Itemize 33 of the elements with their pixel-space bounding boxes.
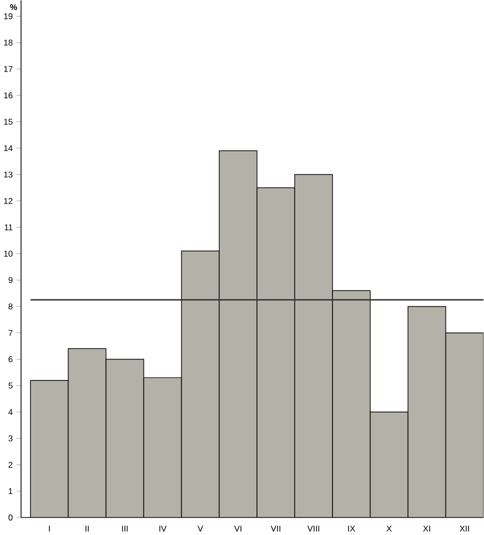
x-tick-label: VII bbox=[270, 526, 280, 532]
y-tick-label: 16 bbox=[4, 92, 13, 98]
y-tick-label: 4 bbox=[8, 409, 13, 415]
y-tick-label: 6 bbox=[8, 356, 13, 362]
y-tick-label: 12 bbox=[4, 198, 12, 204]
x-tick-label: IX bbox=[348, 526, 356, 532]
y-tick-label: 9 bbox=[8, 277, 12, 284]
y-tick-label: 5 bbox=[8, 382, 13, 389]
x-tick-label: IV bbox=[159, 526, 167, 532]
x-tick-label: XII bbox=[460, 526, 470, 532]
y-axis-title: % bbox=[10, 4, 18, 10]
y-tick-label: 17 bbox=[4, 66, 12, 72]
x-tick-label: XI bbox=[423, 526, 430, 532]
x-tick-label: VIII bbox=[307, 526, 320, 532]
x-tick-label: III bbox=[122, 526, 128, 532]
y-tick-label: 10 bbox=[4, 250, 13, 257]
x-tick-label: V bbox=[198, 526, 204, 532]
y-tick-label: 13 bbox=[4, 172, 13, 178]
y-tick-label: 15 bbox=[4, 118, 13, 125]
y-tick-label: 7 bbox=[8, 330, 12, 336]
x-tick-label: X bbox=[386, 526, 392, 532]
y-tick-label: 14 bbox=[4, 145, 13, 152]
x-tick-label: VI bbox=[234, 526, 242, 532]
y-tick-label: 18 bbox=[4, 40, 13, 46]
y-tick-label: 3 bbox=[8, 435, 13, 442]
y-tick-label: 0 bbox=[8, 514, 13, 520]
y-tick-label: 19 bbox=[4, 13, 12, 20]
y-tick-label: 1 bbox=[8, 488, 12, 494]
x-tick-label: II bbox=[86, 526, 89, 532]
y-tick-label: 2 bbox=[8, 462, 12, 468]
y-tick-label: 11 bbox=[4, 224, 12, 230]
y-tick-label: 8 bbox=[8, 303, 13, 310]
x-tick-label: I bbox=[49, 526, 50, 532]
